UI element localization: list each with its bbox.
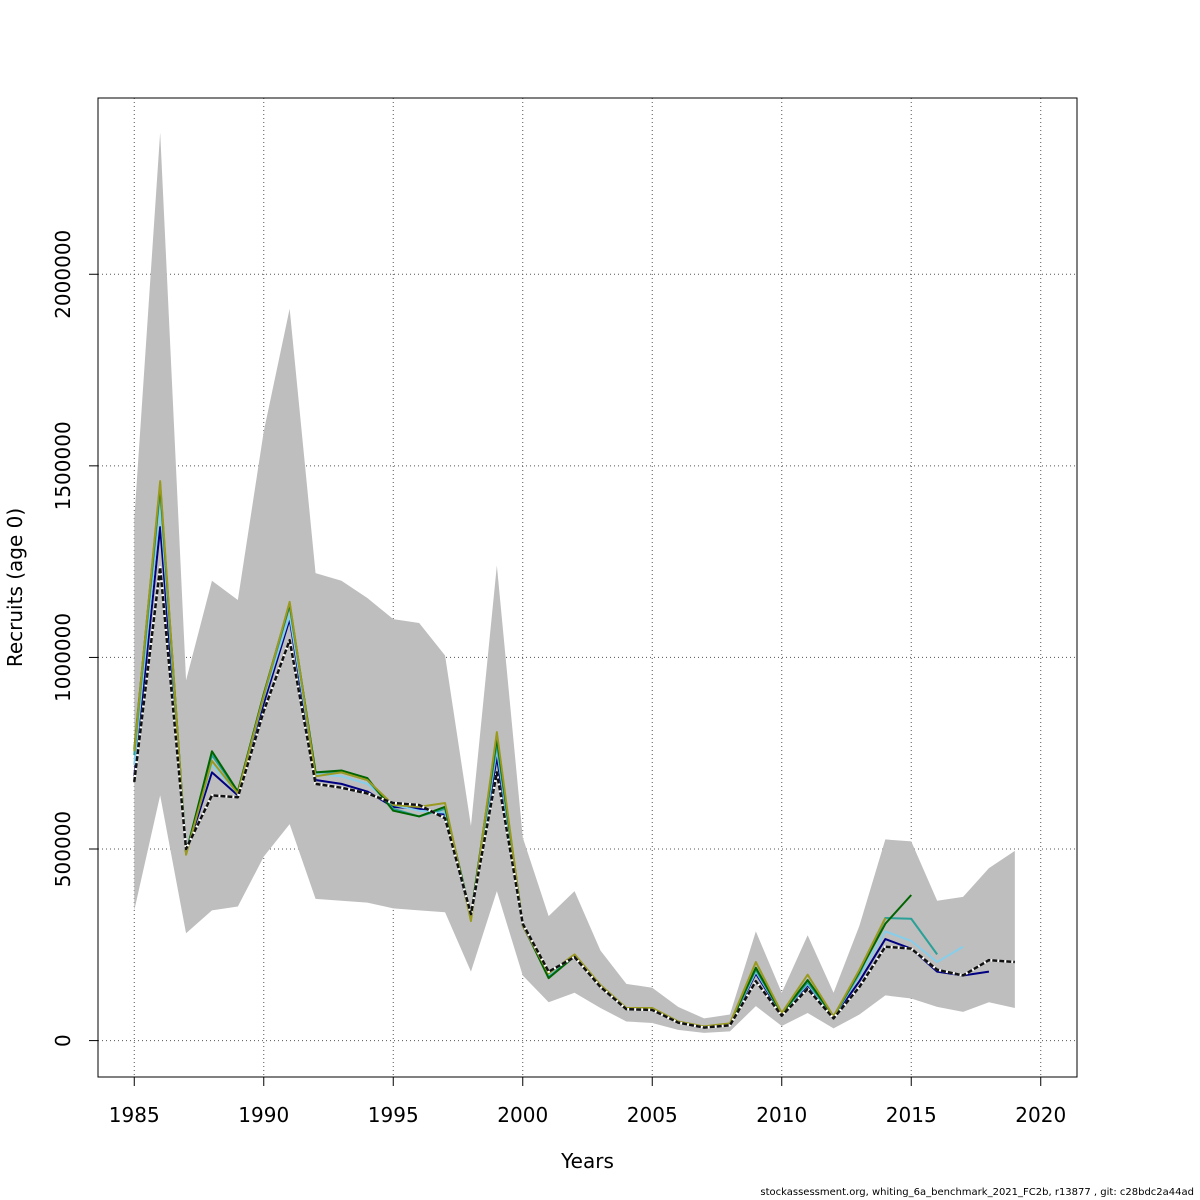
x-tick-label: 1985: [109, 1103, 160, 1127]
x-tick-label: 2015: [886, 1103, 937, 1127]
y-axis-title: Recruits (age 0): [3, 508, 27, 667]
x-axis: 1985 1990 1995 2000 2005 2010 2015 2020: [109, 1077, 1066, 1127]
y-axis: 0 500000 1000000 1500000 2000000: [51, 230, 98, 1047]
x-tick-label: 2005: [627, 1103, 678, 1127]
plot-frame: [97, 97, 1078, 1078]
y-tick-label: 1500000: [51, 421, 75, 510]
x-tick-label: 2010: [756, 1103, 807, 1127]
series-lines-layer: [133, 480, 1015, 1029]
series-line-estimate: [133, 566, 1015, 1029]
x-tick-label: 1995: [368, 1103, 419, 1127]
confidence-band: [134, 132, 1015, 1033]
series-line-5: [133, 480, 887, 1028]
x-tick-label: 2020: [1015, 1103, 1066, 1127]
y-tick-label: 1000000: [51, 613, 75, 702]
x-axis-title: Years: [560, 1149, 614, 1173]
x-tick-label: 1990: [238, 1103, 289, 1127]
y-tick-label: 0: [51, 1034, 75, 1047]
y-tick-label: 2000000: [51, 230, 75, 319]
confidence-band-layer: [134, 132, 1015, 1033]
footer-credit: stockassessment.org, whiting_6a_benchmar…: [760, 1187, 1194, 1198]
y-tick-label: 500000: [51, 811, 75, 887]
x-tick-label: 2000: [497, 1103, 548, 1127]
